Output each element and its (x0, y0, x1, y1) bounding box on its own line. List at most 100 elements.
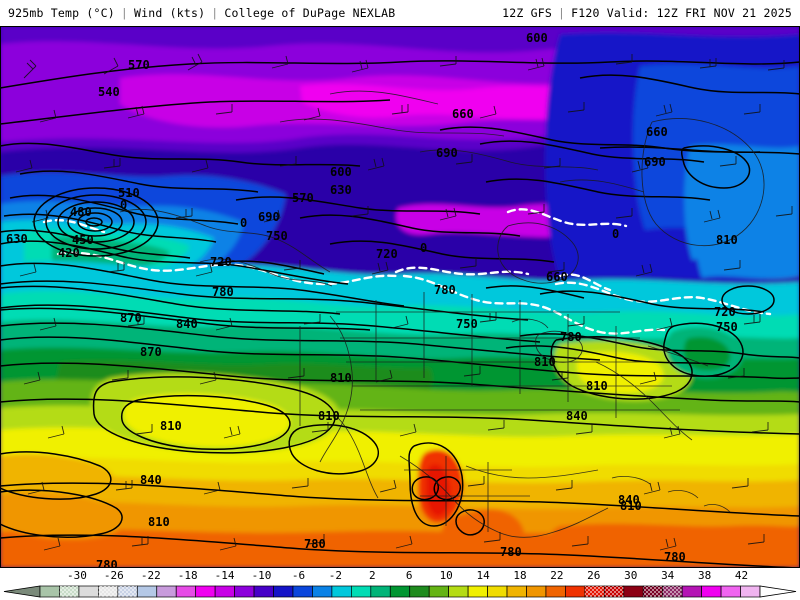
colorbar-swatch[interactable] (292, 585, 313, 598)
svg-text:780: 780 (500, 545, 522, 559)
svg-text:780: 780 (664, 550, 686, 564)
svg-text:570: 570 (292, 191, 314, 205)
svg-text:690: 690 (644, 155, 666, 169)
svg-text:840: 840 (140, 473, 162, 487)
svg-text:0: 0 (240, 216, 247, 230)
wind-barbs (15, 53, 793, 551)
colorbar-swatch-pattern (59, 586, 79, 597)
colorbar[interactable]: -30 -26 -22 -18 -14 -10 -6 -2 2 6 10 14 18 22 26 30 34 38… (0, 568, 800, 600)
colorbar-swatch[interactable] (78, 585, 99, 598)
colorbar-swatch[interactable] (681, 585, 702, 598)
colorbar-tick: -2 (328, 569, 343, 582)
header-right: 12Z GFS | F120 Valid: 12Z FRI NOV 21 202… (502, 6, 792, 20)
svg-text:780: 780 (212, 285, 234, 299)
height-contours (0, 60, 800, 568)
colorbar-tick: -22 (140, 569, 161, 582)
colorbar-tick: 10 (439, 569, 453, 582)
colorbar-swatch[interactable] (331, 585, 352, 598)
colorbar-tick: 26 (587, 569, 601, 582)
svg-text:810: 810 (148, 515, 170, 529)
colorbar-swatch[interactable] (175, 585, 197, 598)
colorbar-swatch[interactable] (720, 585, 741, 598)
colorbar-swatch[interactable] (428, 585, 450, 598)
colorbar-swatch[interactable] (370, 585, 391, 598)
colorbar-swatch[interactable] (623, 585, 644, 598)
colorbar-swatch[interactable] (467, 585, 488, 598)
colorbar-swatch[interactable] (740, 585, 761, 598)
colorbar-tick: 6 (405, 569, 413, 582)
temperature-field: 570 540 510 480 450 420 630 570 600 630 … (0, 26, 800, 568)
svg-text:750: 750 (456, 317, 478, 331)
svg-text:810: 810 (330, 371, 352, 385)
colorbar-swatch[interactable] (389, 585, 411, 598)
colorbar-swatch[interactable] (234, 585, 255, 598)
svg-text:810: 810 (716, 233, 738, 247)
header-separator-2: | (211, 6, 219, 20)
svg-text:690: 690 (436, 146, 458, 160)
map-canvas[interactable]: 570 540 510 480 450 420 630 570 600 630 … (0, 26, 800, 568)
colorbar-swatch[interactable] (39, 585, 60, 598)
colorbar-swatch[interactable] (273, 585, 294, 598)
colorbar-tick: 34 (661, 569, 675, 582)
svg-text:720: 720 (714, 305, 736, 319)
colorbar-swatch[interactable] (565, 585, 586, 598)
svg-text:420: 420 (58, 246, 80, 260)
svg-text:0: 0 (120, 198, 127, 212)
header-source-label: College of DuPage NEXLAB (224, 6, 396, 20)
svg-text:720: 720 (210, 255, 232, 269)
colorbar-swatch[interactable] (701, 585, 722, 598)
colorbar-swatch[interactable] (448, 585, 469, 598)
contour-labels: 570 540 510 480 450 420 630 570 600 630 … (6, 31, 738, 568)
colorbar-tick: 30 (624, 569, 638, 582)
colorbar-swatch[interactable] (526, 585, 547, 598)
svg-text:540: 540 (98, 85, 120, 99)
svg-text:870: 870 (120, 311, 142, 325)
colorbar-tick-labels: -30 -26 -22 -18 -14 -10 -6 -2 2 6 10 14 18 22 26 30 34 38… (0, 568, 800, 584)
svg-text:600: 600 (526, 31, 548, 45)
geographic-borders (119, 90, 765, 538)
svg-text:810: 810 (534, 355, 556, 369)
svg-text:660: 660 (646, 125, 668, 139)
header-separator-3: | (558, 6, 566, 20)
svg-text:690: 690 (258, 210, 280, 224)
colorbar-tick: 38 (697, 569, 712, 582)
header-separator-1: | (120, 6, 128, 20)
svg-text:780: 780 (560, 330, 582, 344)
svg-text:510: 510 (118, 186, 140, 200)
header-wind-label: Wind (kts) (133, 6, 206, 20)
svg-text:720: 720 (376, 247, 398, 261)
svg-text:600: 600 (330, 165, 352, 179)
svg-text:780: 780 (96, 558, 118, 568)
svg-text:780: 780 (434, 283, 456, 297)
colorbar-swatches[interactable] (0, 585, 800, 598)
colorbar-tick: -30 (66, 569, 87, 582)
colorbar-swatch[interactable] (214, 585, 235, 598)
colorbar-swatch[interactable] (487, 585, 508, 598)
svg-text:810: 810 (160, 419, 182, 433)
colorbar-swatch[interactable] (409, 585, 430, 598)
svg-text:780: 780 (304, 537, 326, 551)
colorbar-swatch[interactable] (351, 585, 372, 598)
colorbar-tick: -6 (291, 569, 306, 582)
colorbar-swatch[interactable] (156, 585, 177, 598)
colorbar-tick: 42 (734, 569, 749, 582)
colorbar-swatch-pattern (604, 586, 624, 597)
colorbar-swatch[interactable] (312, 585, 333, 598)
colorbar-tick: 22 (550, 569, 564, 582)
svg-text:660: 660 (546, 270, 568, 284)
colorbar-swatch[interactable] (136, 585, 158, 598)
svg-text:630: 630 (330, 183, 352, 197)
colorbar-tick: 14 (476, 569, 490, 582)
svg-text:810: 810 (586, 379, 608, 393)
svg-text:870: 870 (140, 345, 162, 359)
colorbar-tick: -10 (251, 569, 272, 582)
colorbar-swatch[interactable] (253, 585, 274, 598)
svg-text:810: 810 (620, 499, 642, 513)
svg-text:570: 570 (128, 58, 150, 72)
colorbar-swatch-pattern (584, 586, 605, 597)
colorbar-tick: -26 (103, 569, 124, 582)
colorbar-swatch[interactable] (195, 585, 216, 598)
colorbar-swatch[interactable] (506, 585, 527, 598)
colorbar-swatch[interactable] (545, 585, 566, 598)
svg-text:630: 630 (6, 232, 28, 246)
